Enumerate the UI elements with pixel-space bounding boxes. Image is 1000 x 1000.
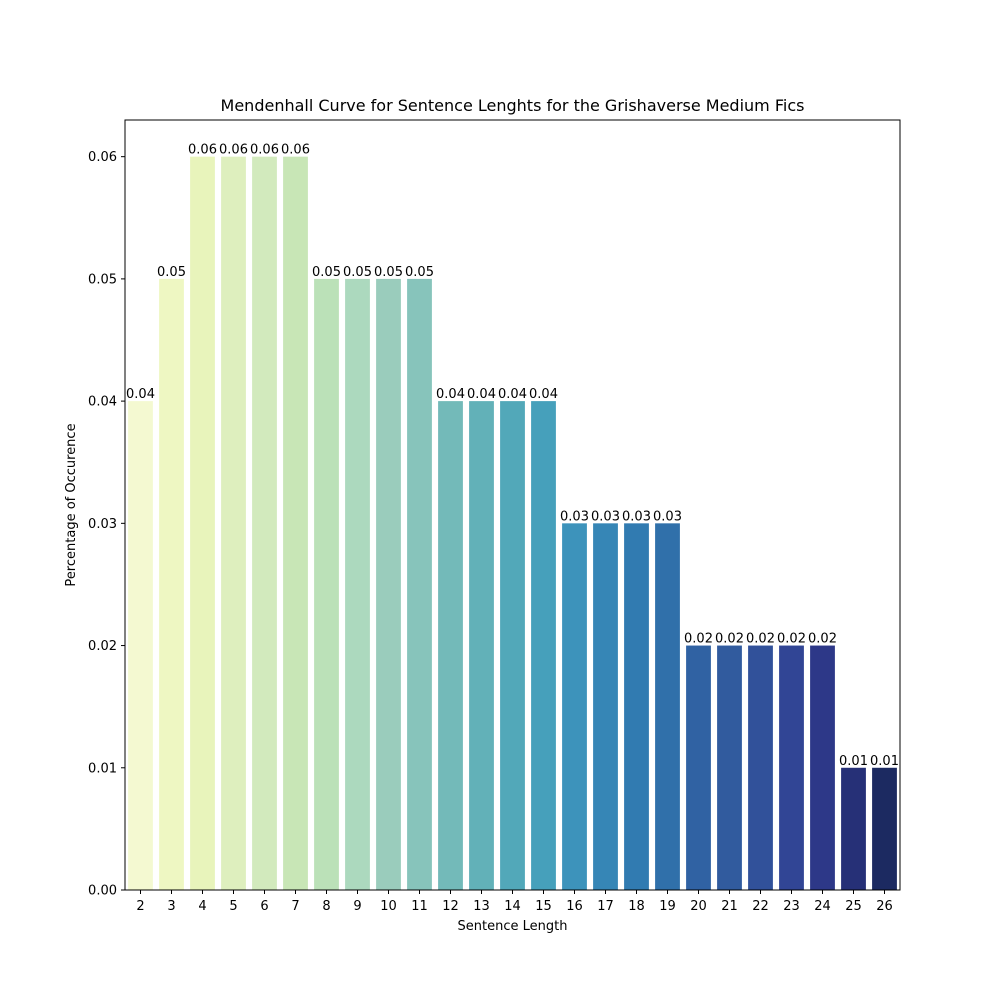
bar-20 [686,645,711,890]
x-axis-label: Sentence Length [458,919,568,934]
bar-21 [717,645,742,890]
x-tick-label-17: 17 [597,899,614,914]
x-tick-label-25: 25 [845,899,862,914]
data-label-18: 0.03 [622,509,651,524]
data-label-25: 0.01 [839,754,868,769]
data-label-9: 0.05 [343,265,372,280]
x-tick-label-5: 5 [229,899,237,914]
bar-12 [438,401,463,890]
x-tick-label-6: 6 [260,899,268,914]
bar-10 [376,278,401,890]
y-tick-label-1: 0.01 [88,761,117,776]
x-tick-label-26: 26 [876,899,893,914]
x-tick-label-22: 22 [752,899,769,914]
bar-22 [748,645,773,890]
data-label-24: 0.02 [808,632,837,647]
data-label-2: 0.04 [126,387,155,402]
x-tick-label-3: 3 [167,899,175,914]
bar-9 [345,278,370,890]
x-tick-label-23: 23 [783,899,800,914]
x-axis-ticks: 2 3 4 5 6 7 8 9 10 11 12 13 14 15 16 17 18 19 20 21 22 23 24 25… [136,890,893,914]
x-tick-label-21: 21 [721,899,738,914]
x-tick-label-20: 20 [690,899,707,914]
bar-5 [221,156,246,890]
data-label-16: 0.03 [560,509,589,524]
bar-23 [779,645,804,890]
x-tick-label-10: 10 [380,899,397,914]
x-tick-label-8: 8 [322,899,330,914]
data-label-17: 0.03 [591,509,620,524]
data-label-8: 0.05 [312,265,341,280]
bar-3 [159,278,184,890]
x-tick-label-9: 9 [353,899,361,914]
chart-title: Mendenhall Curve for Sentence Lenghts fo… [221,96,805,115]
data-label-22: 0.02 [746,632,775,647]
x-tick-label-14: 14 [504,899,521,914]
x-tick-label-18: 18 [628,899,645,914]
data-label-3: 0.05 [157,265,186,280]
y-tick-label-6: 0.06 [88,150,117,165]
bar-8 [314,278,339,890]
y-tick-label-0: 0.00 [88,884,117,899]
x-tick-label-4: 4 [198,899,206,914]
bar-18 [624,523,649,890]
bar-26 [872,767,897,890]
bar-11 [407,278,432,890]
data-label-4: 0.06 [188,143,217,158]
data-label-13: 0.04 [467,387,496,402]
x-tick-label-16: 16 [566,899,583,914]
bar-2 [128,401,153,890]
bar-6 [252,156,277,890]
data-label-11: 0.05 [405,265,434,280]
y-axis-label: Percentage of Occurence [64,423,79,586]
data-label-6: 0.06 [250,143,279,158]
x-tick-label-24: 24 [814,899,831,914]
data-label-14: 0.04 [498,387,527,402]
x-tick-label-11: 11 [411,899,428,914]
bar-24 [810,645,835,890]
bar-14 [500,401,525,890]
data-label-15: 0.04 [529,387,558,402]
data-label-23: 0.02 [777,632,806,647]
data-label-12: 0.04 [436,387,465,402]
data-label-10: 0.05 [374,265,403,280]
bar-19 [655,523,680,890]
data-label-5: 0.06 [219,143,248,158]
bar-7 [283,156,308,890]
y-axis-ticks: 0.00 0.01 0.02 0.03 0.04 0.05 0.06 [88,150,125,899]
data-label-20: 0.02 [684,632,713,647]
x-tick-label-2: 2 [136,899,144,914]
bar-25 [841,767,866,890]
x-tick-label-19: 19 [659,899,676,914]
data-label-26: 0.01 [870,754,899,769]
y-tick-label-5: 0.05 [88,272,117,287]
x-tick-label-7: 7 [291,899,299,914]
bar-4 [190,156,215,890]
value-labels-group: 0.040.050.06 0.06 0.06 0.060.05 0.05 0.05 0.05… [126,143,899,769]
y-tick-label-3: 0.03 [88,517,117,532]
data-label-7: 0.06 [281,143,310,158]
x-tick-label-12: 12 [442,899,459,914]
bar-15 [531,401,556,890]
data-label-21: 0.02 [715,632,744,647]
bars-group [128,156,897,890]
x-tick-label-15: 15 [535,899,552,914]
y-tick-label-2: 0.02 [88,639,117,654]
bar-17 [593,523,618,890]
bar-16 [562,523,587,890]
bar-13 [469,401,494,890]
x-tick-label-13: 13 [473,899,490,914]
y-tick-label-4: 0.04 [88,395,117,410]
data-label-19: 0.03 [653,509,682,524]
